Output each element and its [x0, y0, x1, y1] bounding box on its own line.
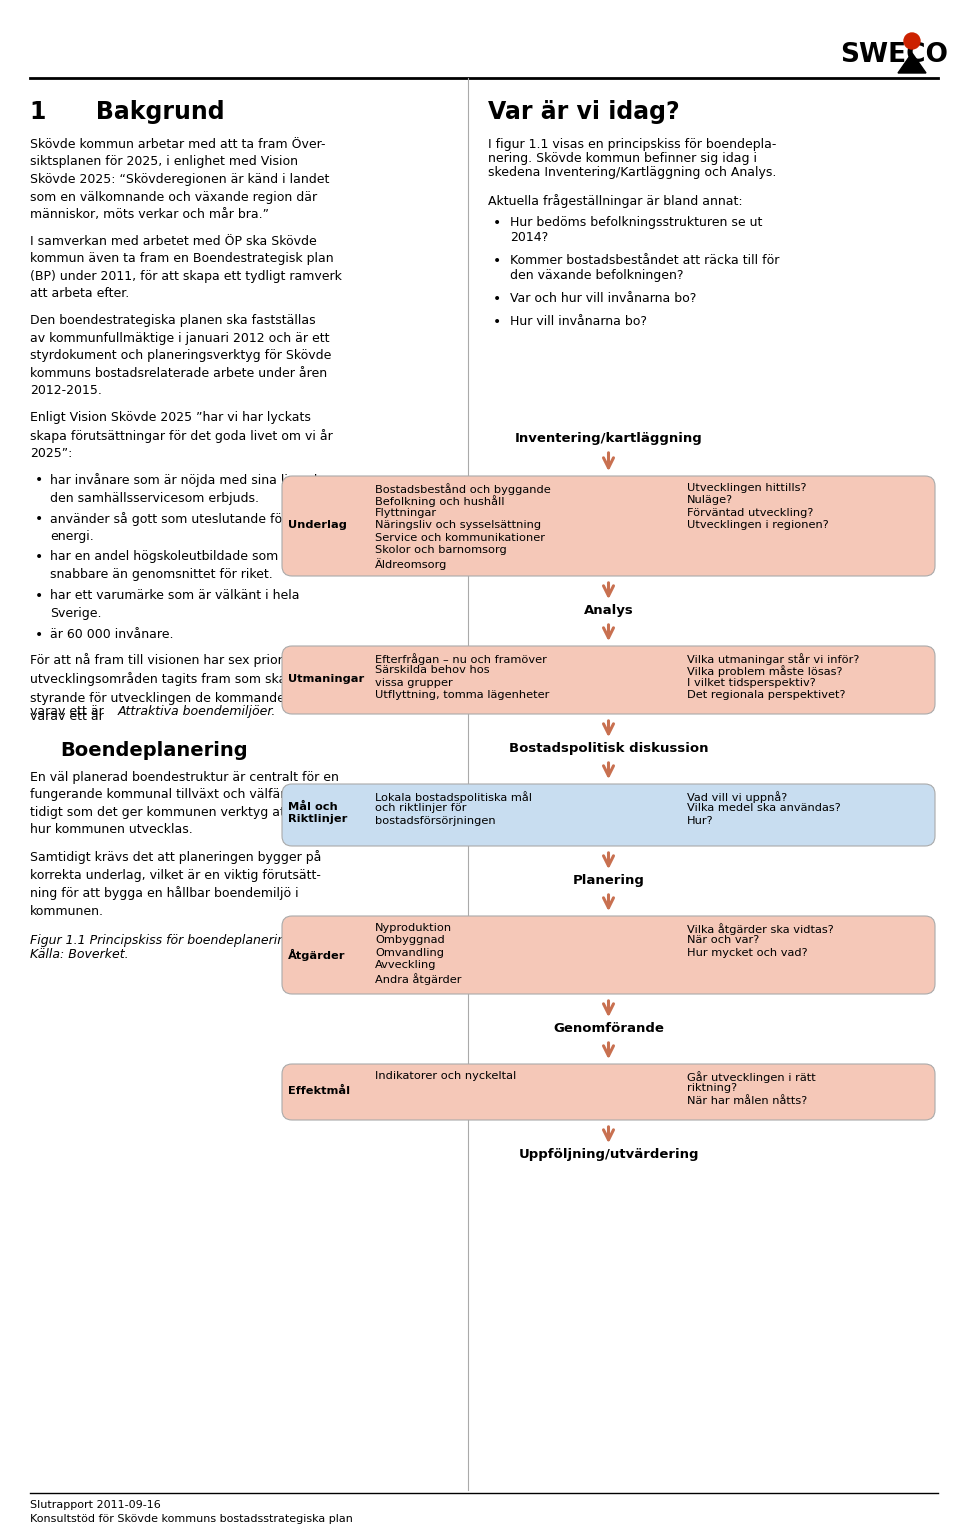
- Text: För att nå fram till visionen har sex prioriterade
utvecklingsområden tagits fra: För att nå fram till visionen har sex pr…: [30, 654, 327, 723]
- Text: nering. Skövde kommun befinner sig idag i: nering. Skövde kommun befinner sig idag …: [488, 152, 757, 164]
- Text: Ombyggnad: Ombyggnad: [375, 935, 444, 946]
- Text: •: •: [35, 589, 43, 603]
- Text: använder så gott som uteslutande förnybar
energi.: använder så gott som uteslutande förnyba…: [50, 511, 323, 543]
- Text: Omvandling: Omvandling: [375, 949, 444, 958]
- Text: Boendeplanering: Boendeplanering: [60, 741, 248, 760]
- Text: •: •: [35, 628, 43, 642]
- Text: Det regionala perspektivet?: Det regionala perspektivet?: [687, 691, 846, 700]
- Text: Hur mycket och vad?: Hur mycket och vad?: [687, 949, 807, 958]
- Text: Utflyttning, tomma lägenheter: Utflyttning, tomma lägenheter: [375, 691, 549, 700]
- Text: Samtidigt krävs det att planeringen bygger på
korrekta underlag, vilket är en vi: Samtidigt krävs det att planeringen bygg…: [30, 850, 322, 918]
- Text: •: •: [35, 511, 43, 527]
- Text: Bostadsbestånd och byggande: Bostadsbestånd och byggande: [375, 484, 551, 494]
- Text: Var är vi idag?: Var är vi idag?: [488, 100, 680, 124]
- Text: Den boendestrategiska planen ska fastställas
av kommunfullmäktige i januari 2012: Den boendestrategiska planen ska faststä…: [30, 315, 331, 398]
- Text: Utvecklingen hittills?: Utvecklingen hittills?: [687, 484, 806, 493]
- Text: I samverkan med arbetet med ÖP ska Skövde
kommun även ta fram en Boendestrategis: I samverkan med arbetet med ÖP ska Skövd…: [30, 235, 342, 301]
- Text: Effektmål: Effektmål: [288, 1085, 350, 1096]
- Text: Aktuella frågeställningar är bland annat:: Aktuella frågeställningar är bland annat…: [488, 193, 743, 207]
- Text: •: •: [493, 253, 501, 269]
- Text: Vilka åtgärder ska vidtas?: Vilka åtgärder ska vidtas?: [687, 923, 833, 935]
- Text: och riktlinjer för: och riktlinjer för: [375, 803, 467, 814]
- Text: Skolor och barnomsorg: Skolor och barnomsorg: [375, 545, 507, 556]
- Text: SWECO: SWECO: [840, 41, 948, 68]
- Text: Avveckling: Avveckling: [375, 961, 437, 970]
- Text: Befolkning och hushåll: Befolkning och hushåll: [375, 496, 505, 508]
- Text: Nuläge?: Nuläge?: [687, 496, 733, 505]
- Text: Vilka utmaningar står vi inför?: Vilka utmaningar står vi inför?: [687, 652, 859, 665]
- Text: Genomförande: Genomförande: [553, 1022, 664, 1035]
- Text: Hur bedöms befolkningsstrukturen se ut: Hur bedöms befolkningsstrukturen se ut: [510, 216, 762, 229]
- Text: Näringsliv och sysselsättning: Näringsliv och sysselsättning: [375, 520, 541, 531]
- Text: Service och kommunikationer: Service och kommunikationer: [375, 533, 545, 543]
- Text: Riktlinjer: Riktlinjer: [288, 815, 348, 824]
- Text: har en andel högskoleutbildade som ökat
snabbare än genomsnittet för riket.: har en andel högskoleutbildade som ökat …: [50, 551, 309, 580]
- Text: Går utvecklingen i rätt: Går utvecklingen i rätt: [687, 1071, 816, 1082]
- FancyBboxPatch shape: [282, 476, 935, 576]
- Text: I figur 1.1 visas en principskiss för boendepla-: I figur 1.1 visas en principskiss för bo…: [488, 138, 777, 150]
- Text: riktning?: riktning?: [687, 1084, 737, 1093]
- Text: Slutrapport 2011-09-16: Slutrapport 2011-09-16: [30, 1500, 160, 1510]
- Text: Lokala bostadspolitiska mål: Lokala bostadspolitiska mål: [375, 791, 532, 803]
- Text: Utvecklingen i regionen?: Utvecklingen i regionen?: [687, 520, 828, 531]
- Text: •: •: [493, 216, 501, 230]
- Circle shape: [904, 32, 920, 49]
- Text: Källa: Boverket.: Källa: Boverket.: [30, 947, 129, 961]
- Text: Var och hur vill invånarna bo?: Var och hur vill invånarna bo?: [510, 292, 696, 305]
- Text: Planering: Planering: [572, 873, 644, 887]
- Polygon shape: [898, 54, 926, 74]
- Text: Figur 1.1 Principskiss för boendeplanering.: Figur 1.1 Principskiss för boendeplaneri…: [30, 933, 297, 947]
- FancyBboxPatch shape: [282, 916, 935, 995]
- Text: 2014?: 2014?: [510, 230, 548, 244]
- Text: Flyttningar: Flyttningar: [375, 508, 437, 517]
- Text: Skövde kommun arbetar med att ta fram Över-
siktsplanen för 2025, i enlighet med: Skövde kommun arbetar med att ta fram Öv…: [30, 138, 329, 221]
- Text: Underlag: Underlag: [288, 519, 347, 530]
- Text: Bostadspolitisk diskussion: Bostadspolitisk diskussion: [509, 741, 708, 755]
- Text: Åtgärder: Åtgärder: [288, 949, 346, 961]
- Text: •: •: [35, 473, 43, 487]
- Text: Äldreomsorg: Äldreomsorg: [375, 557, 447, 569]
- Text: Efterfrågan – nu och framöver: Efterfrågan – nu och framöver: [375, 652, 547, 665]
- Text: är 60 000 invånare.: är 60 000 invånare.: [50, 628, 174, 642]
- Text: Vilka problem måste lösas?: Vilka problem måste lösas?: [687, 666, 843, 677]
- Text: skedena Inventering/Kartläggning och Analys.: skedena Inventering/Kartläggning och Ana…: [488, 166, 777, 180]
- Text: När har målen nåtts?: När har målen nåtts?: [687, 1096, 807, 1107]
- Text: Enligt Vision Skövde 2025 ”har vi har lyckats
skapa förutsättningar för det goda: Enligt Vision Skövde 2025 ”har vi har ly…: [30, 411, 333, 460]
- Text: Nyproduktion: Nyproduktion: [375, 923, 452, 933]
- Text: Konsultstöd för Skövde kommuns bostadsstrategiska plan: Konsultstöd för Skövde kommuns bostadsst…: [30, 1514, 353, 1524]
- Text: Indikatorer och nyckeltal: Indikatorer och nyckeltal: [375, 1071, 516, 1081]
- Text: •: •: [35, 551, 43, 565]
- Text: Uppföljning/utvärdering: Uppföljning/utvärdering: [518, 1148, 699, 1160]
- Text: Inventering/kartläggning: Inventering/kartläggning: [515, 431, 703, 445]
- Text: Vilka medel ska användas?: Vilka medel ska användas?: [687, 803, 841, 814]
- FancyBboxPatch shape: [282, 1064, 935, 1121]
- FancyBboxPatch shape: [282, 646, 935, 714]
- Text: Särskilda behov hos: Särskilda behov hos: [375, 666, 490, 675]
- Text: den växande befolkningen?: den växande befolkningen?: [510, 269, 684, 282]
- Text: •: •: [493, 315, 501, 328]
- Text: •: •: [493, 292, 501, 305]
- Text: vissa grupper: vissa grupper: [375, 678, 453, 688]
- Text: Mål och: Mål och: [288, 801, 338, 812]
- Text: När och var?: När och var?: [687, 935, 759, 946]
- Text: Hur?: Hur?: [687, 817, 713, 826]
- Text: Kommer bostadsbeståndet att räcka till för: Kommer bostadsbeståndet att räcka till f…: [510, 253, 780, 267]
- Text: 1      Bakgrund: 1 Bakgrund: [30, 100, 225, 124]
- Text: har ett varumärke som är välkänt i hela
Sverige.: har ett varumärke som är välkänt i hela …: [50, 589, 300, 620]
- FancyBboxPatch shape: [282, 784, 935, 846]
- Text: Hur vill invånarna bo?: Hur vill invånarna bo?: [510, 315, 647, 328]
- Text: Analys: Analys: [584, 603, 634, 617]
- Text: bostadsförsörjningen: bostadsförsörjningen: [375, 817, 495, 826]
- Text: Förväntad utveckling?: Förväntad utveckling?: [687, 508, 813, 517]
- Text: I vilket tidsperspektiv?: I vilket tidsperspektiv?: [687, 678, 816, 688]
- Text: Vad vill vi uppnå?: Vad vill vi uppnå?: [687, 791, 787, 803]
- Text: Andra åtgärder: Andra åtgärder: [375, 973, 462, 985]
- Text: varav ett är: varav ett är: [30, 706, 108, 718]
- Text: Attraktiva boendemiljöer.: Attraktiva boendemiljöer.: [118, 706, 276, 718]
- Text: En väl planerad boendestruktur är centralt för en
fungerande kommunal tillväxt o: En väl planerad boendestruktur är centra…: [30, 771, 339, 837]
- Text: Utmaningar: Utmaningar: [288, 674, 364, 683]
- Text: har invånare som är nöjda med sina liv och
den samhällsservicesom erbjuds.: har invånare som är nöjda med sina liv o…: [50, 473, 322, 505]
